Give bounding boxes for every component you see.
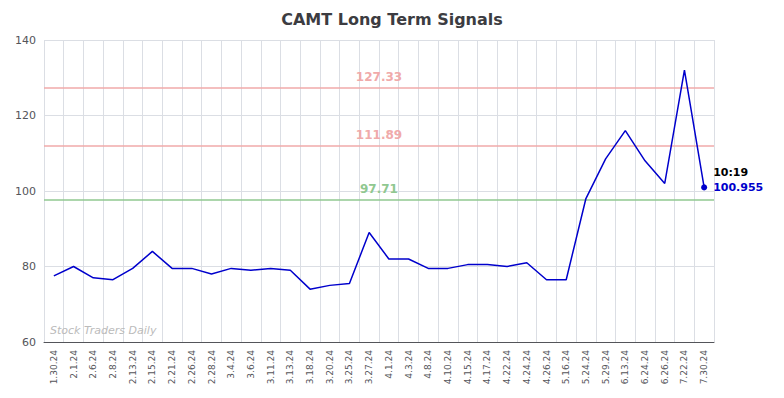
svg-text:5.24.24: 5.24.24 bbox=[581, 350, 591, 385]
svg-text:7.22.24: 7.22.24 bbox=[679, 350, 689, 385]
svg-text:5.16.24: 5.16.24 bbox=[561, 350, 571, 385]
svg-text:2.8.24: 2.8.24 bbox=[108, 350, 118, 379]
svg-text:Stock Traders Daily: Stock Traders Daily bbox=[50, 324, 157, 337]
svg-text:4.1.24: 4.1.24 bbox=[384, 350, 394, 379]
svg-text:2.28.24: 2.28.24 bbox=[207, 350, 217, 385]
svg-text:3.4.24: 3.4.24 bbox=[226, 350, 236, 379]
svg-text:4.24.24: 4.24.24 bbox=[522, 350, 532, 385]
svg-text:2.6.24: 2.6.24 bbox=[88, 350, 98, 379]
svg-text:60: 60 bbox=[22, 336, 36, 349]
svg-text:97.71: 97.71 bbox=[360, 182, 398, 196]
svg-text:1.30.24: 1.30.24 bbox=[49, 350, 59, 385]
svg-text:100: 100 bbox=[15, 185, 36, 198]
svg-text:80: 80 bbox=[22, 260, 36, 273]
svg-text:4.26.24: 4.26.24 bbox=[542, 350, 552, 385]
svg-text:4.3.24: 4.3.24 bbox=[404, 350, 414, 379]
svg-text:5.29.24: 5.29.24 bbox=[601, 350, 611, 385]
svg-text:2.21.24: 2.21.24 bbox=[167, 350, 177, 385]
svg-text:120: 120 bbox=[15, 109, 36, 122]
svg-text:7.30.24: 7.30.24 bbox=[699, 350, 709, 385]
svg-text:4.22.24: 4.22.24 bbox=[502, 350, 512, 385]
svg-text:6.24.24: 6.24.24 bbox=[640, 350, 650, 385]
svg-text:CAMT Long Term Signals: CAMT Long Term Signals bbox=[281, 10, 503, 29]
svg-text:3.6.24: 3.6.24 bbox=[246, 350, 256, 379]
svg-text:3.18.24: 3.18.24 bbox=[305, 350, 315, 385]
svg-text:3.13.24: 3.13.24 bbox=[285, 350, 295, 385]
svg-text:3.11.24: 3.11.24 bbox=[266, 350, 276, 385]
svg-text:6.26.24: 6.26.24 bbox=[660, 350, 670, 385]
svg-text:2.13.24: 2.13.24 bbox=[128, 350, 138, 385]
svg-text:3.25.24: 3.25.24 bbox=[344, 350, 354, 385]
svg-text:100.955: 100.955 bbox=[713, 181, 763, 194]
svg-text:3.20.24: 3.20.24 bbox=[325, 350, 335, 385]
svg-text:6.13.24: 6.13.24 bbox=[620, 350, 630, 385]
svg-text:2.15.24: 2.15.24 bbox=[147, 350, 157, 385]
svg-text:4.17.24: 4.17.24 bbox=[482, 350, 492, 385]
svg-text:2.26.24: 2.26.24 bbox=[187, 350, 197, 385]
svg-text:140: 140 bbox=[15, 34, 36, 47]
svg-text:3.27.24: 3.27.24 bbox=[364, 350, 374, 385]
svg-text:127.33: 127.33 bbox=[356, 70, 402, 84]
svg-text:4.8.24: 4.8.24 bbox=[423, 350, 433, 379]
svg-text:4.10.24: 4.10.24 bbox=[443, 350, 453, 385]
svg-text:4.15.24: 4.15.24 bbox=[463, 350, 473, 385]
svg-text:10:19: 10:19 bbox=[713, 166, 748, 179]
svg-text:111.89: 111.89 bbox=[356, 128, 402, 142]
svg-text:2.1.24: 2.1.24 bbox=[69, 350, 79, 379]
